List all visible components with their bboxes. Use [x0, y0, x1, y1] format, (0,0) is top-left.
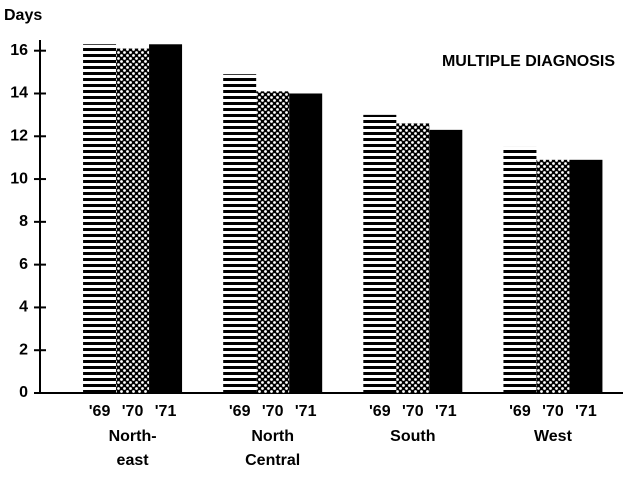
series-label: '70 — [262, 403, 284, 420]
series-label: '70 — [542, 403, 564, 420]
bar — [223, 74, 257, 394]
y-tick-label: 0 — [19, 384, 28, 401]
bar — [256, 91, 290, 393]
bar — [429, 129, 463, 393]
y-tick-label: 12 — [10, 127, 28, 144]
bar — [536, 159, 570, 393]
series-label: '70 — [122, 403, 144, 420]
y-axis-label: Days — [4, 7, 42, 24]
bar — [503, 146, 537, 393]
y-tick-label: 16 — [10, 42, 28, 59]
bar — [396, 123, 430, 393]
series-label: '71 — [435, 403, 457, 420]
y-tick-label: 2 — [19, 341, 28, 358]
y-tick-label: 14 — [10, 85, 28, 102]
series-label: '69 — [89, 403, 111, 420]
y-tick-label: 4 — [19, 299, 28, 316]
series-label: '71 — [155, 403, 177, 420]
series-label: '69 — [229, 403, 251, 420]
y-tick-label: 6 — [19, 256, 28, 273]
series-label: '71 — [575, 403, 597, 420]
x-tick-label: North Central — [245, 428, 301, 469]
y-tick-label: 10 — [10, 170, 28, 187]
x-tick-label: South — [390, 428, 436, 445]
series-label: '69 — [369, 403, 391, 420]
bar — [116, 48, 150, 393]
annotation: MULTIPLE DIAGNOSIS — [442, 53, 615, 70]
bar — [569, 159, 603, 393]
bar — [363, 114, 397, 393]
bar — [83, 44, 117, 394]
x-tick-label: West — [533, 428, 572, 445]
bar — [149, 44, 183, 394]
series-label: '69 — [509, 403, 531, 420]
x-tick-label: North- east — [108, 428, 157, 469]
series-label: '70 — [402, 403, 424, 420]
bar — [289, 93, 323, 393]
y-tick-label: 8 — [19, 213, 28, 230]
series-label: '71 — [295, 403, 317, 420]
